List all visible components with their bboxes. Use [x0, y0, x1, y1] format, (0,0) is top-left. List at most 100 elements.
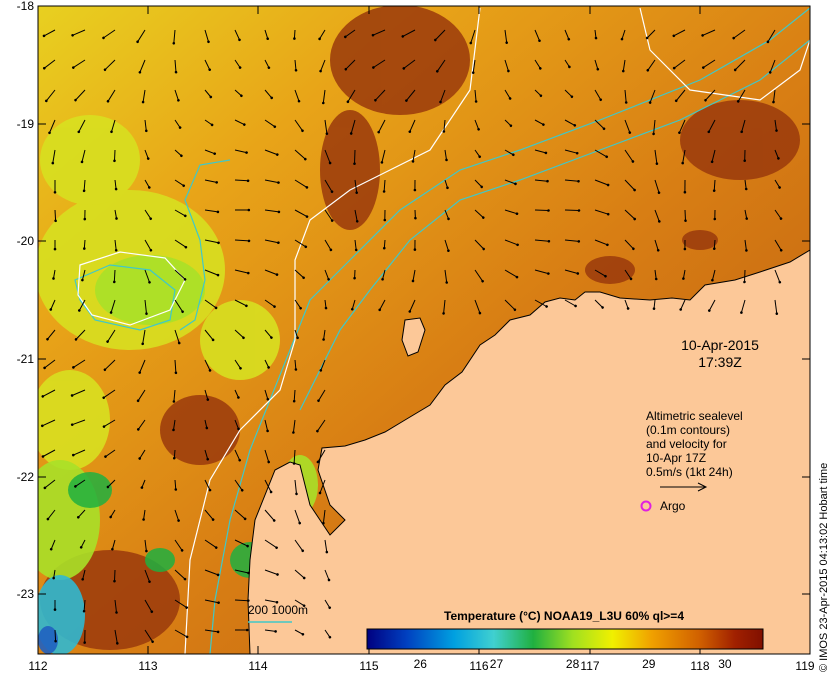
velocity-vector: [81, 569, 86, 581]
colorbar-tick-label: 30: [718, 657, 732, 671]
velocity-vector: [144, 299, 148, 316]
velocity-vector: [381, 269, 386, 281]
velocity-vector: [654, 209, 661, 223]
velocity-vector: [594, 119, 606, 130]
velocity-vector: [648, 89, 656, 104]
velocity-vector: [382, 239, 386, 250]
velocity-vector: [144, 269, 151, 284]
velocity-vector: [292, 449, 296, 465]
velocity-vector: [707, 299, 716, 312]
velocity-vector: [204, 629, 220, 634]
velocity-vector: [354, 239, 358, 252]
velocity-vector: [594, 89, 603, 101]
velocity-vector: [624, 179, 636, 192]
velocity-vector: [564, 179, 580, 183]
velocity-vector: [234, 359, 242, 370]
velocity-vector: [204, 119, 214, 127]
velocity-vector: [264, 569, 279, 576]
velocity-vector: [144, 119, 148, 133]
velocity-vector: [41, 389, 56, 398]
velocity-vector: [80, 149, 86, 164]
velocity-vector: [174, 149, 183, 158]
lat-label-23: -23: [17, 587, 35, 601]
altimetry-note-line: 0.5m/s (1kt 24h): [646, 465, 733, 479]
velocity-vector: [534, 269, 550, 275]
velocity-vector: [534, 59, 542, 70]
velocity-vector: [444, 269, 449, 284]
velocity-vector: [594, 179, 610, 187]
velocity-vector: [382, 179, 386, 193]
velocity-vector: [48, 119, 56, 135]
velocity-vector: [321, 89, 326, 105]
velocity-vector: [564, 299, 577, 308]
velocity-vector: [174, 179, 185, 187]
velocity-vector: [324, 269, 330, 281]
velocity-vector: [106, 329, 116, 343]
time-label: 17:39Z: [698, 354, 742, 370]
velocity-vector: [77, 509, 86, 519]
velocity-vector: [504, 119, 513, 127]
velocity-vector: [672, 29, 686, 38]
velocity-vector: [322, 509, 326, 525]
velocity-vector: [772, 89, 776, 104]
velocity-vector: [564, 149, 579, 155]
velocity-vector: [324, 599, 332, 610]
velocity-vector: [504, 149, 515, 157]
velocity-vector: [349, 119, 356, 135]
velocity-vector: [42, 29, 56, 38]
velocity-vector: [411, 269, 416, 283]
velocity-vector: [474, 269, 484, 283]
velocity-vector: [234, 299, 248, 308]
velocity-vector: [774, 209, 783, 220]
velocity-vector: [140, 479, 146, 489]
velocity-vector: [707, 119, 716, 134]
velocity-vector: [174, 89, 180, 102]
velocity-vector: [564, 29, 571, 41]
velocity-vector: [469, 29, 476, 45]
velocity-vector: [234, 89, 243, 98]
lat-label-20: -20: [17, 234, 35, 248]
colorbar: [366, 628, 764, 650]
velocity-vector: [624, 119, 632, 134]
velocity-vector: [44, 89, 56, 103]
velocity-vector: [204, 329, 215, 342]
velocity-vector: [711, 269, 716, 282]
velocity-vector: [402, 59, 416, 70]
velocity-vector: [204, 359, 212, 372]
velocity-vector: [534, 179, 549, 183]
velocity-vector: [408, 119, 416, 133]
velocity-vector: [204, 449, 209, 461]
velocity-vector: [620, 29, 626, 41]
velocity-vector: [564, 89, 574, 98]
velocity-vector: [52, 269, 56, 280]
altimetry-note-line: and velocity for: [646, 437, 727, 451]
altimetry-note: Altimetric sealevel (0.1m contours) and …: [646, 409, 743, 479]
colorbar-tick-label: 27: [490, 657, 504, 671]
sst-field: [38, 6, 810, 654]
velocity-vector: [78, 299, 86, 312]
velocity-vector: [234, 29, 241, 42]
lon-label-113: 113: [138, 659, 157, 673]
velocity-vector: [672, 59, 686, 70]
velocity-vector: [350, 299, 356, 311]
velocity-vector: [234, 239, 251, 243]
velocity-vector: [344, 59, 356, 71]
velocity-vector: [704, 89, 716, 102]
velocity-vector: [113, 149, 116, 163]
velocity-vector: [174, 329, 181, 345]
velocity-vector: [316, 449, 326, 464]
velocity-vector: [504, 179, 517, 186]
velocity-vector: [264, 179, 280, 184]
velocity-vector: [264, 539, 278, 550]
velocity-vector: [564, 59, 571, 69]
velocity-vector: [174, 509, 180, 522]
velocity-vector: [343, 29, 356, 39]
velocity-vector: [234, 59, 242, 69]
velocity-vector: [264, 449, 271, 464]
lon-label-119: 119: [795, 659, 814, 673]
velocity-vector: [204, 89, 213, 99]
velocity-vector: [264, 629, 277, 633]
velocity-vector: [79, 539, 86, 549]
lon-label-117: 117: [580, 659, 599, 673]
scale-arrow-icon: [660, 482, 708, 492]
